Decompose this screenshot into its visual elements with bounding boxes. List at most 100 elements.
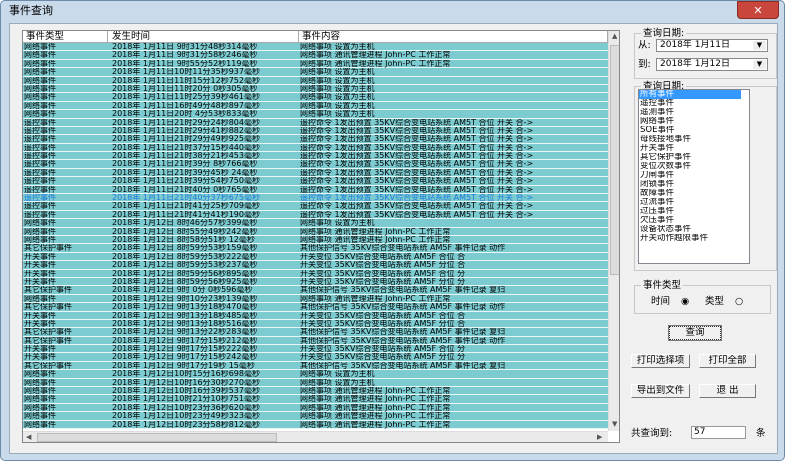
table-row[interactable]: 网络事件 2018年 1月12日10时23分58秒812毫秒 网络事项 通讯管理进程… <box>23 420 608 429</box>
table-row[interactable]: 遥控事件 2018年 1月11日21时37分15秒440毫秒 遥控命令 1发出预置 … <box>23 143 608 153</box>
table-row[interactable]: 遥控事件 2018年 1月11日21时29分49秒925毫秒 遥控命令 1发出预置 … <box>23 135 608 144</box>
table-row[interactable]: 开关事件 2018年 1月12日 9时13分18秒516毫秒 开关变位 35KV综合… <box>23 319 608 329</box>
column-header-time[interactable]: 发生时间 <box>108 31 299 42</box>
table-row[interactable]: 网络事件 2018年 1月12日10时23分49秒323毫秒 网络事项 通讯管理进程… <box>23 412 608 421</box>
export-button[interactable]: 导出到文件 <box>631 384 690 398</box>
table-row[interactable]: 遥控事件 2018年 1月11日21时41分25秒709毫秒 遥控命令 1发出预置 … <box>23 202 608 211</box>
sort-type-radio[interactable]: ○ <box>735 296 744 307</box>
chevron-down-icon[interactable]: ▼ <box>753 60 766 69</box>
print-all-button[interactable]: 打印全部 <box>699 354 756 368</box>
table-row[interactable]: 开关事件 2018年 1月12日 9时17分15秒222毫秒 开关变位 35KV综合… <box>23 345 608 354</box>
print-selected-button[interactable]: 打印选择项 <box>631 354 690 368</box>
cell-content: 开关变位 35KV综合变电站系统 AM5F 合位 分 <box>300 345 466 354</box>
cell-content: 网络事项 设置为主机 <box>300 110 375 119</box>
exit-button[interactable]: 退 出 <box>699 384 756 398</box>
cell-time: 2018年 1月11日11时25分39秒461毫秒 <box>112 93 260 102</box>
table-row[interactable]: 遥控事件 2018年 1月11日21时39分45秒 24毫秒 遥控命令 1发出预置 … <box>23 168 608 178</box>
cell-time: 2018年 1月12日 9时13分22秒283毫秒 <box>112 328 258 337</box>
table-row[interactable]: 开关事件 2018年 1月12日 8时59分56秒895毫秒 开关变位 35KV综合… <box>23 269 608 278</box>
table-row[interactable]: 遥控事件 2018年 1月11日21时39分 8秒766毫秒 遥控命令 1发出预置 … <box>23 160 608 169</box>
table-row[interactable]: 网络事件 2018年 1月12日 8时46分57秒399毫秒 网络事项 设置为主机 <box>23 219 608 228</box>
scroll-down-icon[interactable]: ▼ <box>612 420 618 428</box>
table-row[interactable]: 网络事件 2018年 1月12日10时15分16秒698毫秒 网络事项 设置为主机 <box>23 370 608 379</box>
scroll-left-icon[interactable]: ◀ <box>26 433 32 441</box>
vertical-scrollbar[interactable]: ▲ ▼ <box>608 31 619 431</box>
column-header-content[interactable]: 事件内容 <box>299 31 608 42</box>
table-row[interactable]: 网络事件 2018年 1月12日10时16分30秒270毫秒 网络事项 设置为主机 <box>23 378 608 388</box>
table-row[interactable]: 其它保护事件 2018年 1月12日 9时17分19秒 15毫秒 其他保护信号 35… <box>23 361 608 371</box>
table-row[interactable]: 开关事件 2018年 1月12日 9时17分15秒242毫秒 开关变位 35KV综合… <box>23 353 608 362</box>
event-type-item[interactable]: 开关事件 <box>640 144 675 153</box>
cell-content: 网络事项 通讯管理进程 John-PC 工作正常 <box>300 403 451 412</box>
table-row[interactable]: 网络事件 2018年 1月12日10时21分10秒751毫秒 网络事项 通讯管理进程… <box>23 395 608 404</box>
chevron-down-icon[interactable]: ▼ <box>753 41 766 50</box>
event-type-item[interactable]: 闭锁事件 <box>640 180 675 189</box>
event-type-item[interactable]: 母线接地事件 <box>640 135 692 144</box>
table-row[interactable]: 网络事件 2018年 1月12日 9时10分23秒139毫秒 网络事项 通讯管理进程… <box>23 294 608 304</box>
event-type-item[interactable]: 欠压事件 <box>640 216 675 225</box>
table-row[interactable]: 其它保护事件 2018年 1月12日 8时59分53秒159毫秒 其他保护信号 35… <box>23 244 608 253</box>
table-row[interactable]: 网络事件 2018年 1月11日 9时31分48秒314毫秒 网络事项 设置为主机 <box>23 43 608 52</box>
event-type-item[interactable]: 网络事件 <box>640 117 675 126</box>
event-type-list[interactable]: 所有事件 遥控事件 遥测事件 网络事件 SOE事件 母线接地事件 开关事件 其它保护事件 变位次… <box>638 89 750 264</box>
horizontal-scroll-thumb[interactable] <box>37 433 277 442</box>
cell-time: 2018年 1月12日 9时13分18秒470毫秒 <box>112 303 258 312</box>
event-type-item[interactable]: SOE事件 <box>640 126 675 135</box>
cell-content: 开关变位 35KV综合变电站系统 AM5F 合位 分 <box>300 269 466 278</box>
table-row[interactable]: 遥控事件 2018年 1月11日21时40分37秒675毫秒 遥控命令 1发出预置 … <box>23 194 608 203</box>
scroll-up-icon[interactable]: ▲ <box>612 32 618 40</box>
event-type-item[interactable]: 刀闸事件 <box>640 171 675 180</box>
table-row[interactable]: 遥控事件 2018年 1月11日21时38分21秒453毫秒 遥控命令 1发出预置 … <box>23 152 608 161</box>
event-type-item[interactable]: 其它保护事件 <box>640 153 692 162</box>
table-row[interactable]: 遥控事件 2018年 1月11日21时29分41秒882毫秒 遥控命令 1发出预置 … <box>23 126 608 136</box>
table-row[interactable]: 网络事件 2018年 1月11日16时49分48秒897毫秒 网络事项 设置为主机 <box>23 101 608 111</box>
horizontal-scrollbar[interactable]: ◀ ▶ <box>23 431 608 442</box>
sort-time-label: 时间 <box>651 296 671 307</box>
cell-content: 开关变位 35KV综合变电站系统 AM5F 分位 合 <box>300 319 466 328</box>
table-row[interactable]: 其它保护事件 2018年 1月12日 9时 0分 0秒596毫秒 其他保护信号 35… <box>23 286 608 295</box>
event-type-item[interactable]: 所有事件 <box>639 90 741 99</box>
table-row[interactable]: 网络事件 2018年 1月11日 9时31分58秒246毫秒 网络事项 通讯管理进程… <box>23 51 608 60</box>
column-header-type[interactable]: 事件类型 <box>23 31 108 42</box>
table-row[interactable]: 开关事件 2018年 1月12日 8时59分53秒222毫秒 开关变位 35KV综合… <box>23 252 608 262</box>
table-row[interactable]: 网络事件 2018年 1月11日11时20分 0秒305毫秒 网络事项 设置为主机 <box>23 84 608 94</box>
table-row[interactable]: 其它保护事件 2018年 1月12日 9时13分22秒283毫秒 其他保护信号 35… <box>23 328 608 337</box>
table-row[interactable]: 网络事件 2018年 1月11日20时 4分53秒833毫秒 网络事项 设置为主机 <box>23 110 608 119</box>
event-type-item[interactable]: 故障事件 <box>640 189 675 198</box>
table-row[interactable]: 网络事件 2018年 1月11日11时25分39秒461毫秒 网络事项 设置为主机 <box>23 93 608 102</box>
table-row[interactable]: 其它保护事件 2018年 1月12日 9时17分15秒212毫秒 其他保护信号 35… <box>23 336 608 346</box>
table-row[interactable]: 遥控事件 2018年 1月11日21时29分24秒804毫秒 遥控命令 1发出预置 … <box>23 118 608 127</box>
query-button[interactable]: 查询 <box>668 325 722 341</box>
table-row[interactable]: 网络事件 2018年 1月12日 8时55分49秒242毫秒 网络事项 通讯管理进程… <box>23 227 608 236</box>
table-row[interactable]: 网络事件 2018年 1月11日10时11分35秒937毫秒 网络事项 设置为主机 <box>23 68 608 77</box>
from-date-picker[interactable]: 2018年 1月11日 ▼ <box>656 39 768 52</box>
table-row[interactable]: 遥控事件 2018年 1月11日21时39分54秒750毫秒 遥控命令 1发出预置 … <box>23 177 608 186</box>
table-row[interactable]: 遥控事件 2018年 1月11日21时41分41秒190毫秒 遥控命令 1发出预置 … <box>23 210 608 220</box>
event-type-item[interactable]: 开关动作越限事件 <box>640 234 709 243</box>
table-row[interactable]: 其它保护事件 2018年 1月12日 9时13分18秒470毫秒 其他保护信号 35… <box>23 303 608 312</box>
cell-content: 网络事项 通讯管理进程 John-PC 工作正常 <box>300 51 451 60</box>
event-type-item[interactable]: 过压事件 <box>640 207 675 216</box>
table-row[interactable]: 网络事件 2018年 1月11日11时15分12秒752毫秒 网络事项 设置为主机 <box>23 76 608 85</box>
table-row[interactable]: 开关事件 2018年 1月12日 9时13分18秒485毫秒 开关变位 35KV综合… <box>23 311 608 320</box>
cell-content: 网络事项 设置为主机 <box>300 93 375 102</box>
table-row[interactable]: 网络事件 2018年 1月12日10时16分39秒537毫秒 网络事项 通讯管理进程… <box>23 387 608 396</box>
table-row[interactable]: 网络事件 2018年 1月12日10时23分36秒620毫秒 网络事项 通讯管理进程… <box>23 403 608 413</box>
close-button[interactable]: ✕ <box>737 1 779 19</box>
to-date-picker[interactable]: 2018年 1月12日 ▼ <box>656 58 768 71</box>
table-row[interactable]: 开关事件 2018年 1月12日 8时59分56秒925毫秒 开关变位 35KV综合… <box>23 277 608 287</box>
event-type-item[interactable]: 设备状态事件 <box>640 225 692 234</box>
vertical-scroll-thumb[interactable] <box>610 45 619 275</box>
table-row[interactable]: 网络事件 2018年 1月12日 8时58分51秒 12毫秒 网络事项 通讯管理进程… <box>23 235 608 245</box>
table-row[interactable]: 开关事件 2018年 1月12日 8时59分53秒237毫秒 开关变位 35KV综合… <box>23 261 608 270</box>
scroll-right-icon[interactable]: ▶ <box>597 433 603 441</box>
event-type-item[interactable]: 变位次数事件 <box>640 162 692 171</box>
event-type-item[interactable]: 遥控事件 <box>640 99 675 108</box>
event-type-item[interactable]: 过流事件 <box>640 198 675 207</box>
cell-time: 2018年 1月11日21时39分 8秒766毫秒 <box>112 160 258 169</box>
table-row[interactable]: 网络事件 2018年 1月11日 9时55分52秒119毫秒 网络事项 通讯管理进程… <box>23 59 608 69</box>
table-row[interactable]: 遥控事件 2018年 1月11日21时40分 0秒765毫秒 遥控命令 1发出预置 … <box>23 185 608 195</box>
event-type-item[interactable]: 遥测事件 <box>640 108 675 117</box>
cell-time: 2018年 1月11日21时40分 0秒765毫秒 <box>112 185 258 194</box>
sort-time-radio[interactable]: ◉ <box>681 296 690 307</box>
